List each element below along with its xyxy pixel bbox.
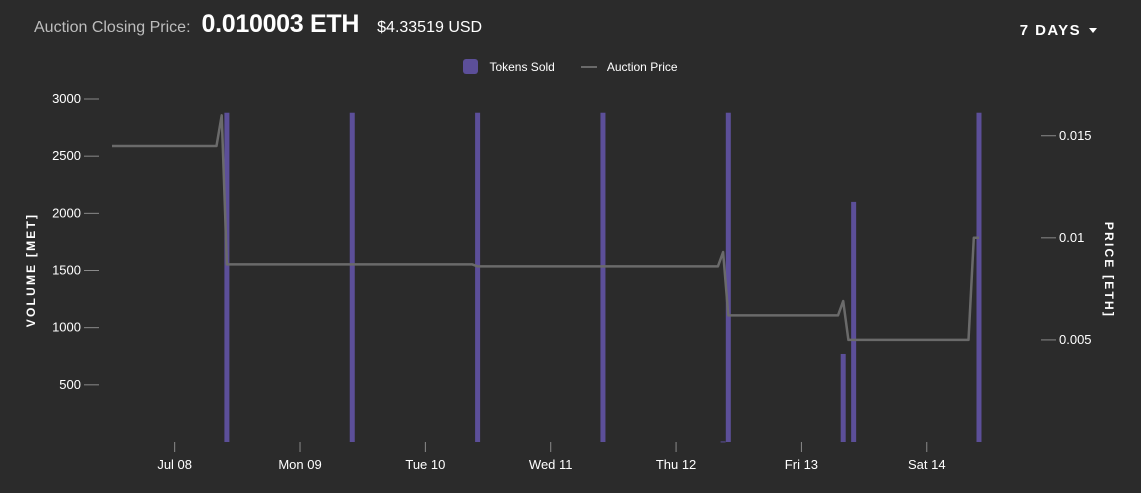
y-left-tick-label: 1500 (52, 263, 81, 278)
y-left-tick-label: 3000 (52, 91, 81, 106)
closing-price-eth: 0.010003 ETH (201, 10, 360, 38)
x-tick-label: Tue 10 (405, 457, 445, 472)
x-tick-label: Sat 14 (908, 457, 946, 472)
legend-label-auction-price: Auction Price (606, 59, 678, 74)
tokens-sold-bar (725, 112, 731, 442)
y-axis-right-title: PRICE [ETH] (1102, 222, 1116, 318)
x-tick-label: Fri 13 (785, 457, 818, 472)
tokens-sold-bar (976, 112, 982, 442)
closing-price-label: Auction Closing Price: (34, 19, 191, 36)
y-right-tick-label: 0.01 (1059, 230, 1084, 245)
y-right-tick-label: 0.015 (1059, 128, 1092, 143)
tokens-sold-bar (851, 201, 857, 442)
chart-legend: Tokens Sold Auction Price (0, 59, 1141, 74)
tokens-sold-bar (349, 112, 355, 442)
y-left-tick-label: 500 (59, 377, 81, 392)
line-swatch-icon (580, 65, 597, 68)
auction-price-series-line (112, 114, 979, 342)
tokens-sold-bar (224, 112, 230, 442)
tokens-sold-bar (840, 353, 846, 442)
y-right-tick-label: 0.005 (1059, 332, 1092, 347)
tokens-sold-bars (224, 112, 982, 443)
legend-label-tokens-sold: Tokens Sold (489, 59, 555, 74)
time-range-dropdown[interactable]: 7 DAYS (1020, 22, 1097, 39)
chart-axes: 500 1000 1500 2000 2500 3000 0.005 0.01 0.015 Jul… (52, 91, 1091, 472)
legend-item-tokens-sold[interactable]: Tokens Sold (463, 59, 555, 74)
x-tick-label: Mon 09 (278, 457, 321, 472)
x-tick-label: Wed 11 (529, 457, 573, 472)
y-left-tick-label: 1000 (52, 320, 81, 335)
y-axis-left-title: VOLUME [MET] (24, 213, 38, 327)
x-tick-label: Thu 12 (656, 457, 696, 472)
legend-item-auction-price[interactable]: Auction Price (580, 59, 678, 74)
y-left-tick-label: 2500 (52, 148, 81, 163)
tokens-sold-bar (475, 112, 481, 442)
time-range-label: 7 DAYS (1019, 22, 1081, 39)
y-left-tick-label: 2000 (52, 205, 81, 220)
tokens-sold-bar (720, 441, 726, 443)
x-tick-label: Jul 08 (157, 457, 192, 472)
bar-swatch-icon (463, 59, 479, 74)
closing-price-usd: $4.33519 USD (377, 19, 483, 36)
tokens-sold-bar (600, 112, 606, 442)
caret-down-icon (1089, 28, 1097, 33)
auction-price-line (112, 114, 979, 342)
price-header: Auction Closing Price: 0.010003 ETH $4.3… (34, 10, 482, 46)
